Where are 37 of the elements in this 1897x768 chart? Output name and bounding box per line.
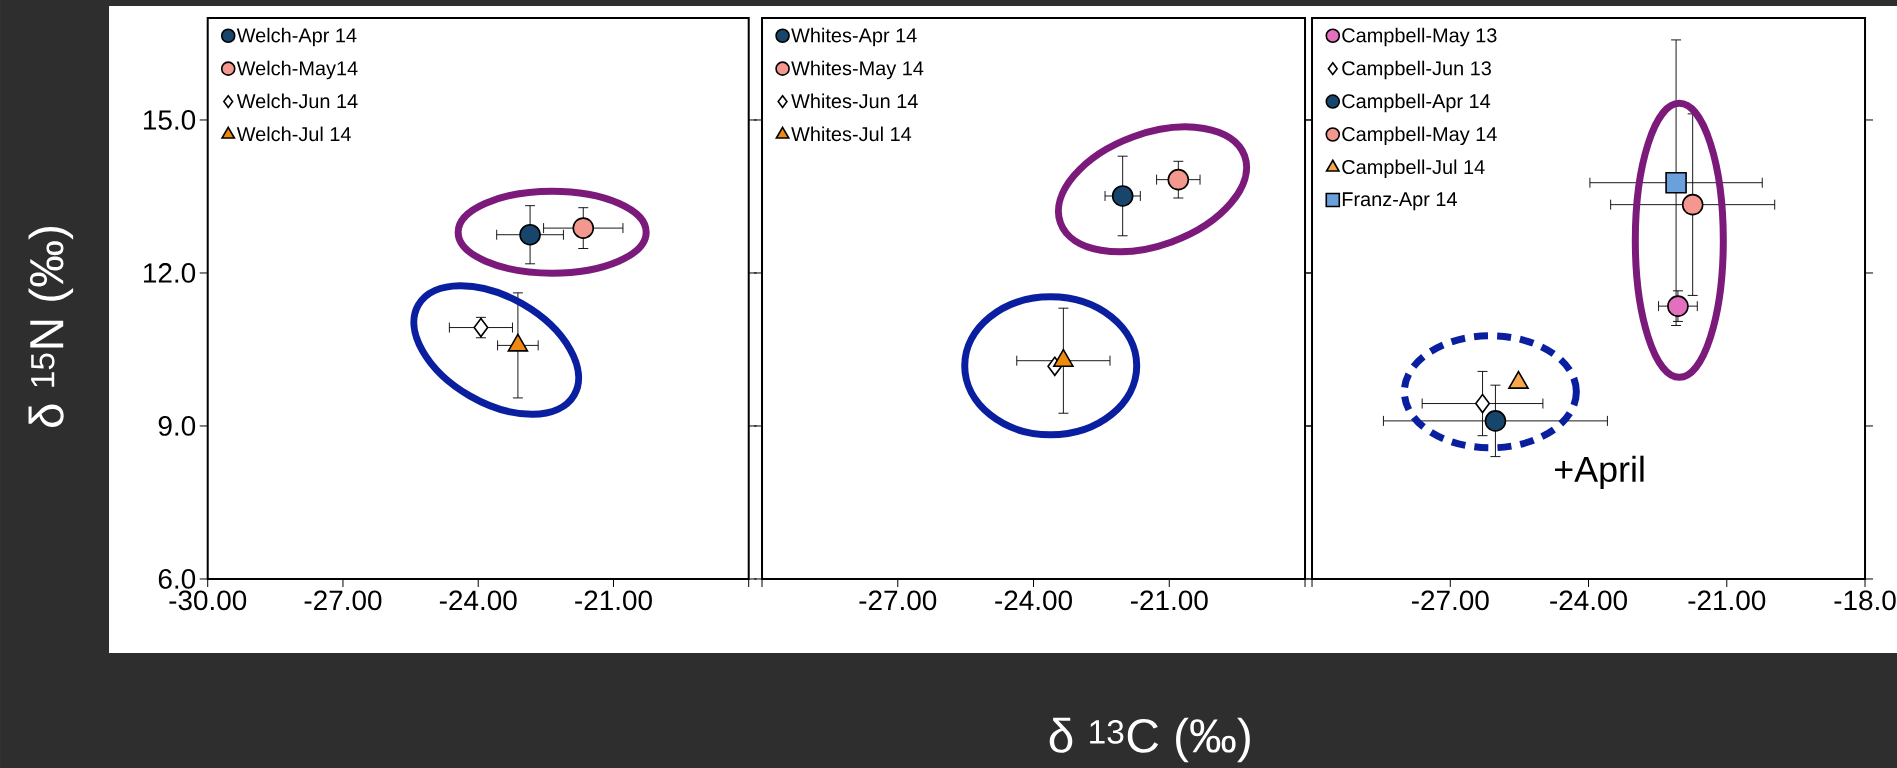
x-tick-label: -27.00 (859, 590, 937, 611)
x-axis-title: δ $^{13}$C (‰) (1049, 717, 1250, 763)
y-tick-label: 15.0 (144, 110, 196, 130)
legend-label: Welch-Jun 14 (236, 93, 358, 109)
legend-label: Whites-Jun 14 (791, 93, 918, 109)
legend-label: Welch-Apr 14 (236, 27, 357, 47)
y-tick-label: 12.0 (144, 263, 196, 283)
x-tick-label: -24.00 (439, 590, 517, 611)
x-tick-label: -30.00 (169, 590, 247, 611)
legend-label: Franz-Apr 14 (1342, 192, 1457, 211)
legend-label: Welch-Jul 14 (236, 126, 351, 142)
annotation: +April (1554, 455, 1644, 490)
legend-label: Welch-May14 (236, 60, 358, 80)
x-tick-label: -21.00 (1688, 590, 1766, 611)
x-tick-label: -27.00 (304, 590, 382, 611)
legend-label: Campbell-Jun 13 (1342, 60, 1491, 80)
legend-label: Whites-May 14 (791, 60, 924, 80)
legend-label: Campbell-May 14 (1342, 126, 1497, 146)
y-axis-title: δ $^{15}$N (‰) (28, 226, 74, 428)
legend-label: Whites-Apr 14 (791, 27, 917, 47)
legend-label: Campbell-Jul 14 (1342, 159, 1485, 179)
x-tick-label: -27.00 (1411, 590, 1489, 611)
x-tick-label: -18.0 (1834, 590, 1896, 611)
point (1665, 171, 1687, 194)
legend-label: Whites-Jul 14 (791, 126, 912, 142)
legend-label: Campbell-Apr 14 (1342, 93, 1491, 113)
x-tick-label: -21.00 (575, 590, 652, 611)
x-tick-label: -24.00 (995, 590, 1072, 611)
point (1484, 410, 1507, 432)
legend-label: Campbell-May 13 (1342, 27, 1497, 47)
point (1474, 393, 1491, 414)
y-tick-label: 9.0 (158, 416, 196, 436)
point (1681, 193, 1704, 216)
y-tick-label: 6.0 (158, 569, 196, 589)
x-tick-label: -24.00 (1550, 590, 1627, 611)
point (1667, 295, 1689, 317)
x-tick-label: -21.00 (1130, 590, 1208, 611)
